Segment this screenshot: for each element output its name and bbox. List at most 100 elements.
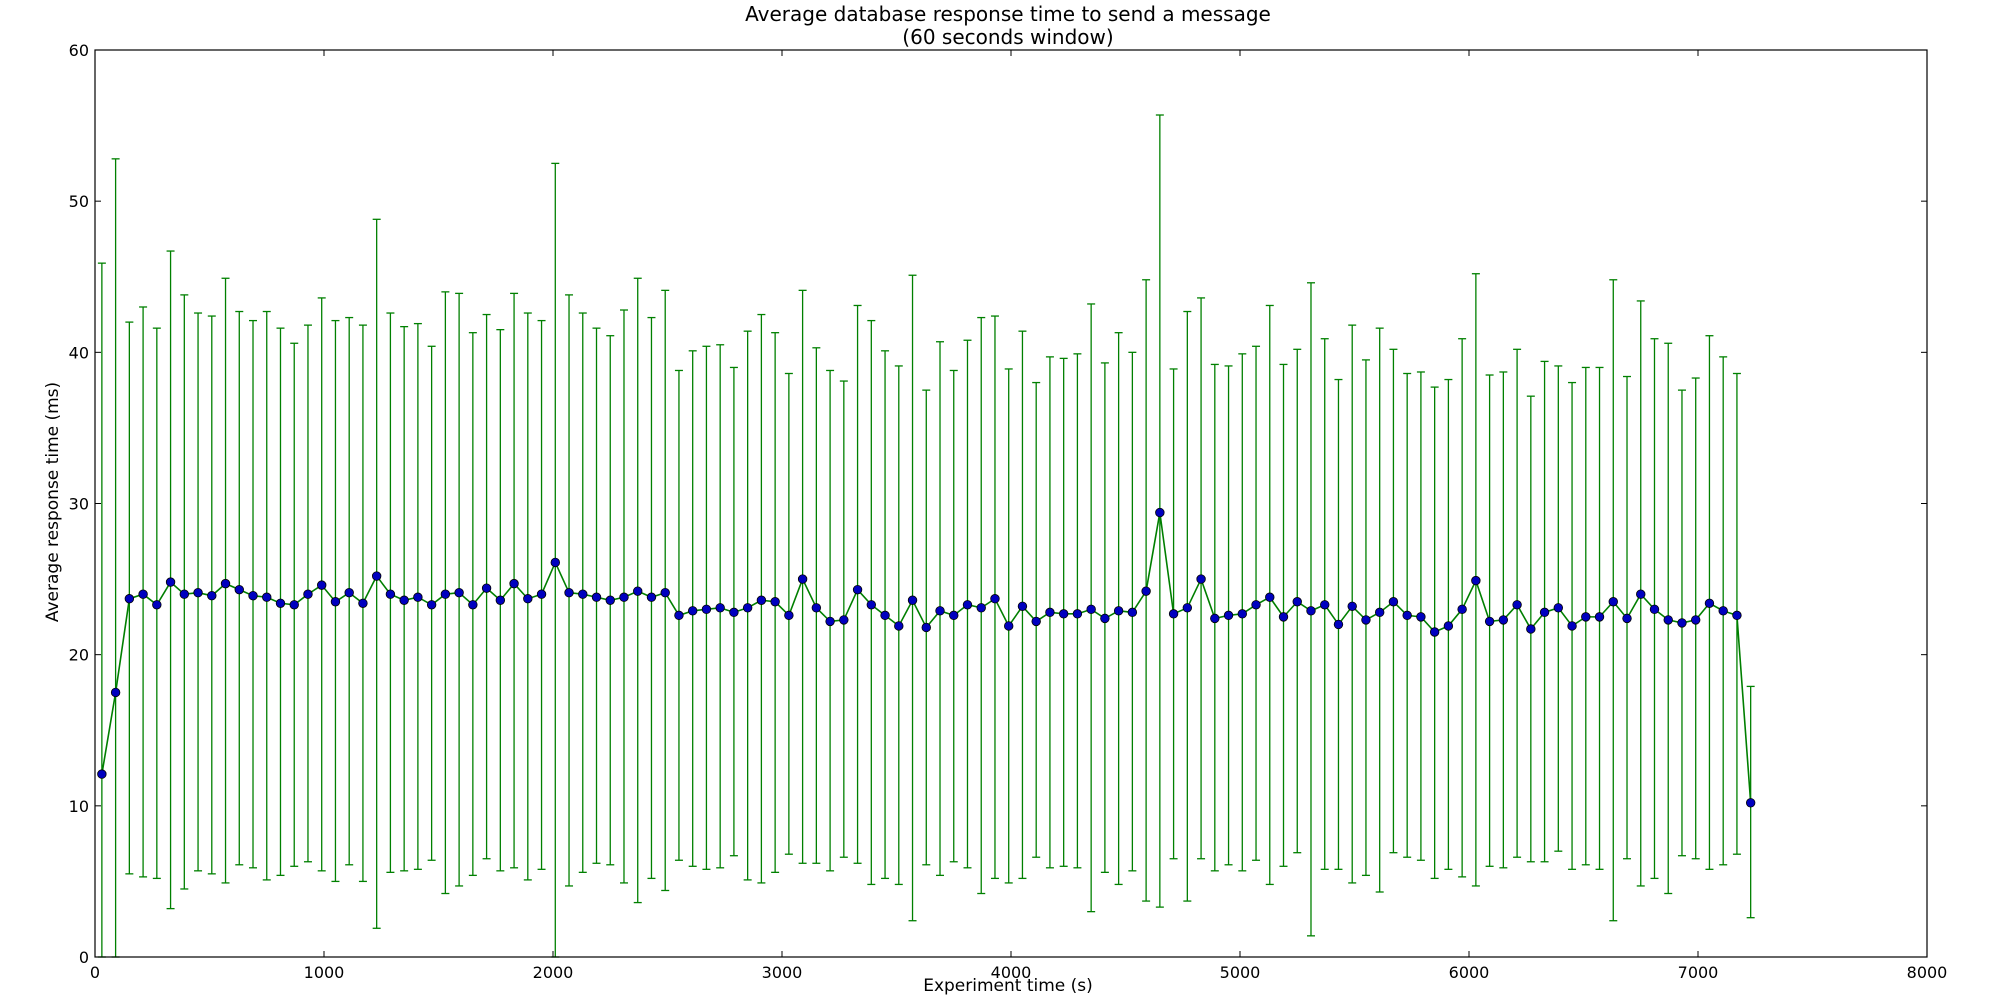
data-point	[1553, 603, 1564, 613]
data-point	[1608, 597, 1618, 607]
data-point	[894, 621, 904, 631]
data-point	[1567, 621, 1577, 631]
data-point	[1677, 618, 1687, 628]
data-point	[550, 557, 560, 568]
data-point	[1704, 598, 1715, 608]
data-point	[907, 595, 918, 605]
data-point	[1278, 612, 1289, 622]
data-point	[468, 600, 478, 610]
data-point	[1622, 613, 1632, 624]
data-point	[839, 615, 849, 625]
axes: 0 1000 2000 3000 4000 5000 6000 7000 8000 0 10 20 30…	[69, 41, 1948, 982]
y-tick-label: 60	[69, 41, 89, 60]
error-bar	[853, 304, 862, 864]
error-bar	[97, 262, 106, 958]
data-point	[358, 598, 368, 608]
data-point	[701, 604, 712, 615]
data-point	[619, 592, 629, 602]
data-point	[330, 597, 341, 607]
data-point	[1471, 575, 1481, 586]
data-point	[344, 587, 354, 598]
data-point	[248, 591, 258, 601]
data-point	[1155, 507, 1165, 518]
data-point	[1113, 606, 1124, 616]
data-point	[880, 610, 890, 621]
data-point	[866, 600, 877, 610]
data-point	[495, 595, 506, 605]
chart-title: Average database response time to send a…	[745, 2, 1271, 26]
data-point	[1402, 610, 1412, 621]
data-point	[1210, 613, 1220, 624]
data-point	[481, 583, 492, 593]
y-tick-label: 30	[69, 495, 89, 514]
data-point	[234, 584, 244, 595]
data-point	[385, 589, 396, 599]
data-point	[1581, 612, 1591, 622]
data-point	[152, 600, 162, 610]
data-point	[1594, 612, 1605, 622]
data-point	[591, 592, 602, 602]
data-point	[165, 577, 176, 587]
data-point	[275, 598, 286, 608]
data-point	[193, 587, 203, 598]
data-point	[605, 595, 615, 605]
y-tick-label: 40	[69, 343, 89, 362]
data-point	[97, 769, 107, 779]
data-point	[1457, 604, 1467, 615]
data-point	[1526, 624, 1536, 634]
data-point	[674, 610, 684, 621]
data-point	[509, 578, 519, 589]
data-point	[921, 622, 931, 633]
data-point	[1443, 621, 1454, 631]
data-point	[220, 578, 231, 589]
data-point	[1512, 600, 1522, 610]
data-point	[440, 589, 451, 599]
data-point	[1196, 574, 1206, 584]
y-tick-label: 50	[69, 192, 89, 211]
data-point	[949, 610, 959, 621]
y-tick-label: 20	[69, 646, 89, 665]
data-point	[1072, 609, 1083, 619]
data-point	[935, 606, 945, 616]
y-axis-label: Average response time (ms)	[43, 382, 63, 622]
data-point	[303, 589, 313, 599]
data-points	[97, 507, 1756, 808]
data-point	[1745, 798, 1756, 808]
data-point	[1100, 613, 1110, 624]
data-point	[1347, 601, 1357, 611]
data-point	[825, 616, 835, 627]
y-tick-label: 0	[79, 948, 89, 967]
data-point	[1031, 616, 1041, 627]
data-point	[797, 574, 808, 584]
data-point	[811, 603, 822, 613]
data-point	[729, 607, 739, 618]
data-point	[179, 589, 190, 599]
data-point	[124, 594, 135, 604]
data-point	[138, 589, 148, 599]
data-point	[742, 603, 753, 613]
data-point	[990, 594, 1000, 604]
data-point	[1223, 610, 1234, 621]
y-tick-label: 10	[69, 797, 89, 816]
data-point	[852, 584, 863, 595]
data-point	[1237, 609, 1247, 619]
data-point	[1182, 603, 1193, 613]
x-tick-label: 8000	[1907, 963, 1948, 982]
data-point	[1691, 615, 1701, 625]
data-point	[523, 594, 533, 604]
data-point	[1127, 607, 1138, 618]
chart-subtitle: (60 seconds window)	[902, 25, 1113, 49]
data-point	[1388, 597, 1399, 607]
data-point	[1718, 606, 1728, 616]
x-tick-label: 5000	[1220, 963, 1261, 982]
data-point	[770, 597, 780, 607]
data-point	[207, 591, 217, 601]
x-tick-label: 4000	[991, 963, 1032, 982]
data-point	[715, 603, 725, 613]
data-point	[1333, 619, 1344, 630]
data-point	[646, 592, 657, 602]
data-point	[962, 600, 973, 610]
data-point	[1484, 616, 1495, 627]
